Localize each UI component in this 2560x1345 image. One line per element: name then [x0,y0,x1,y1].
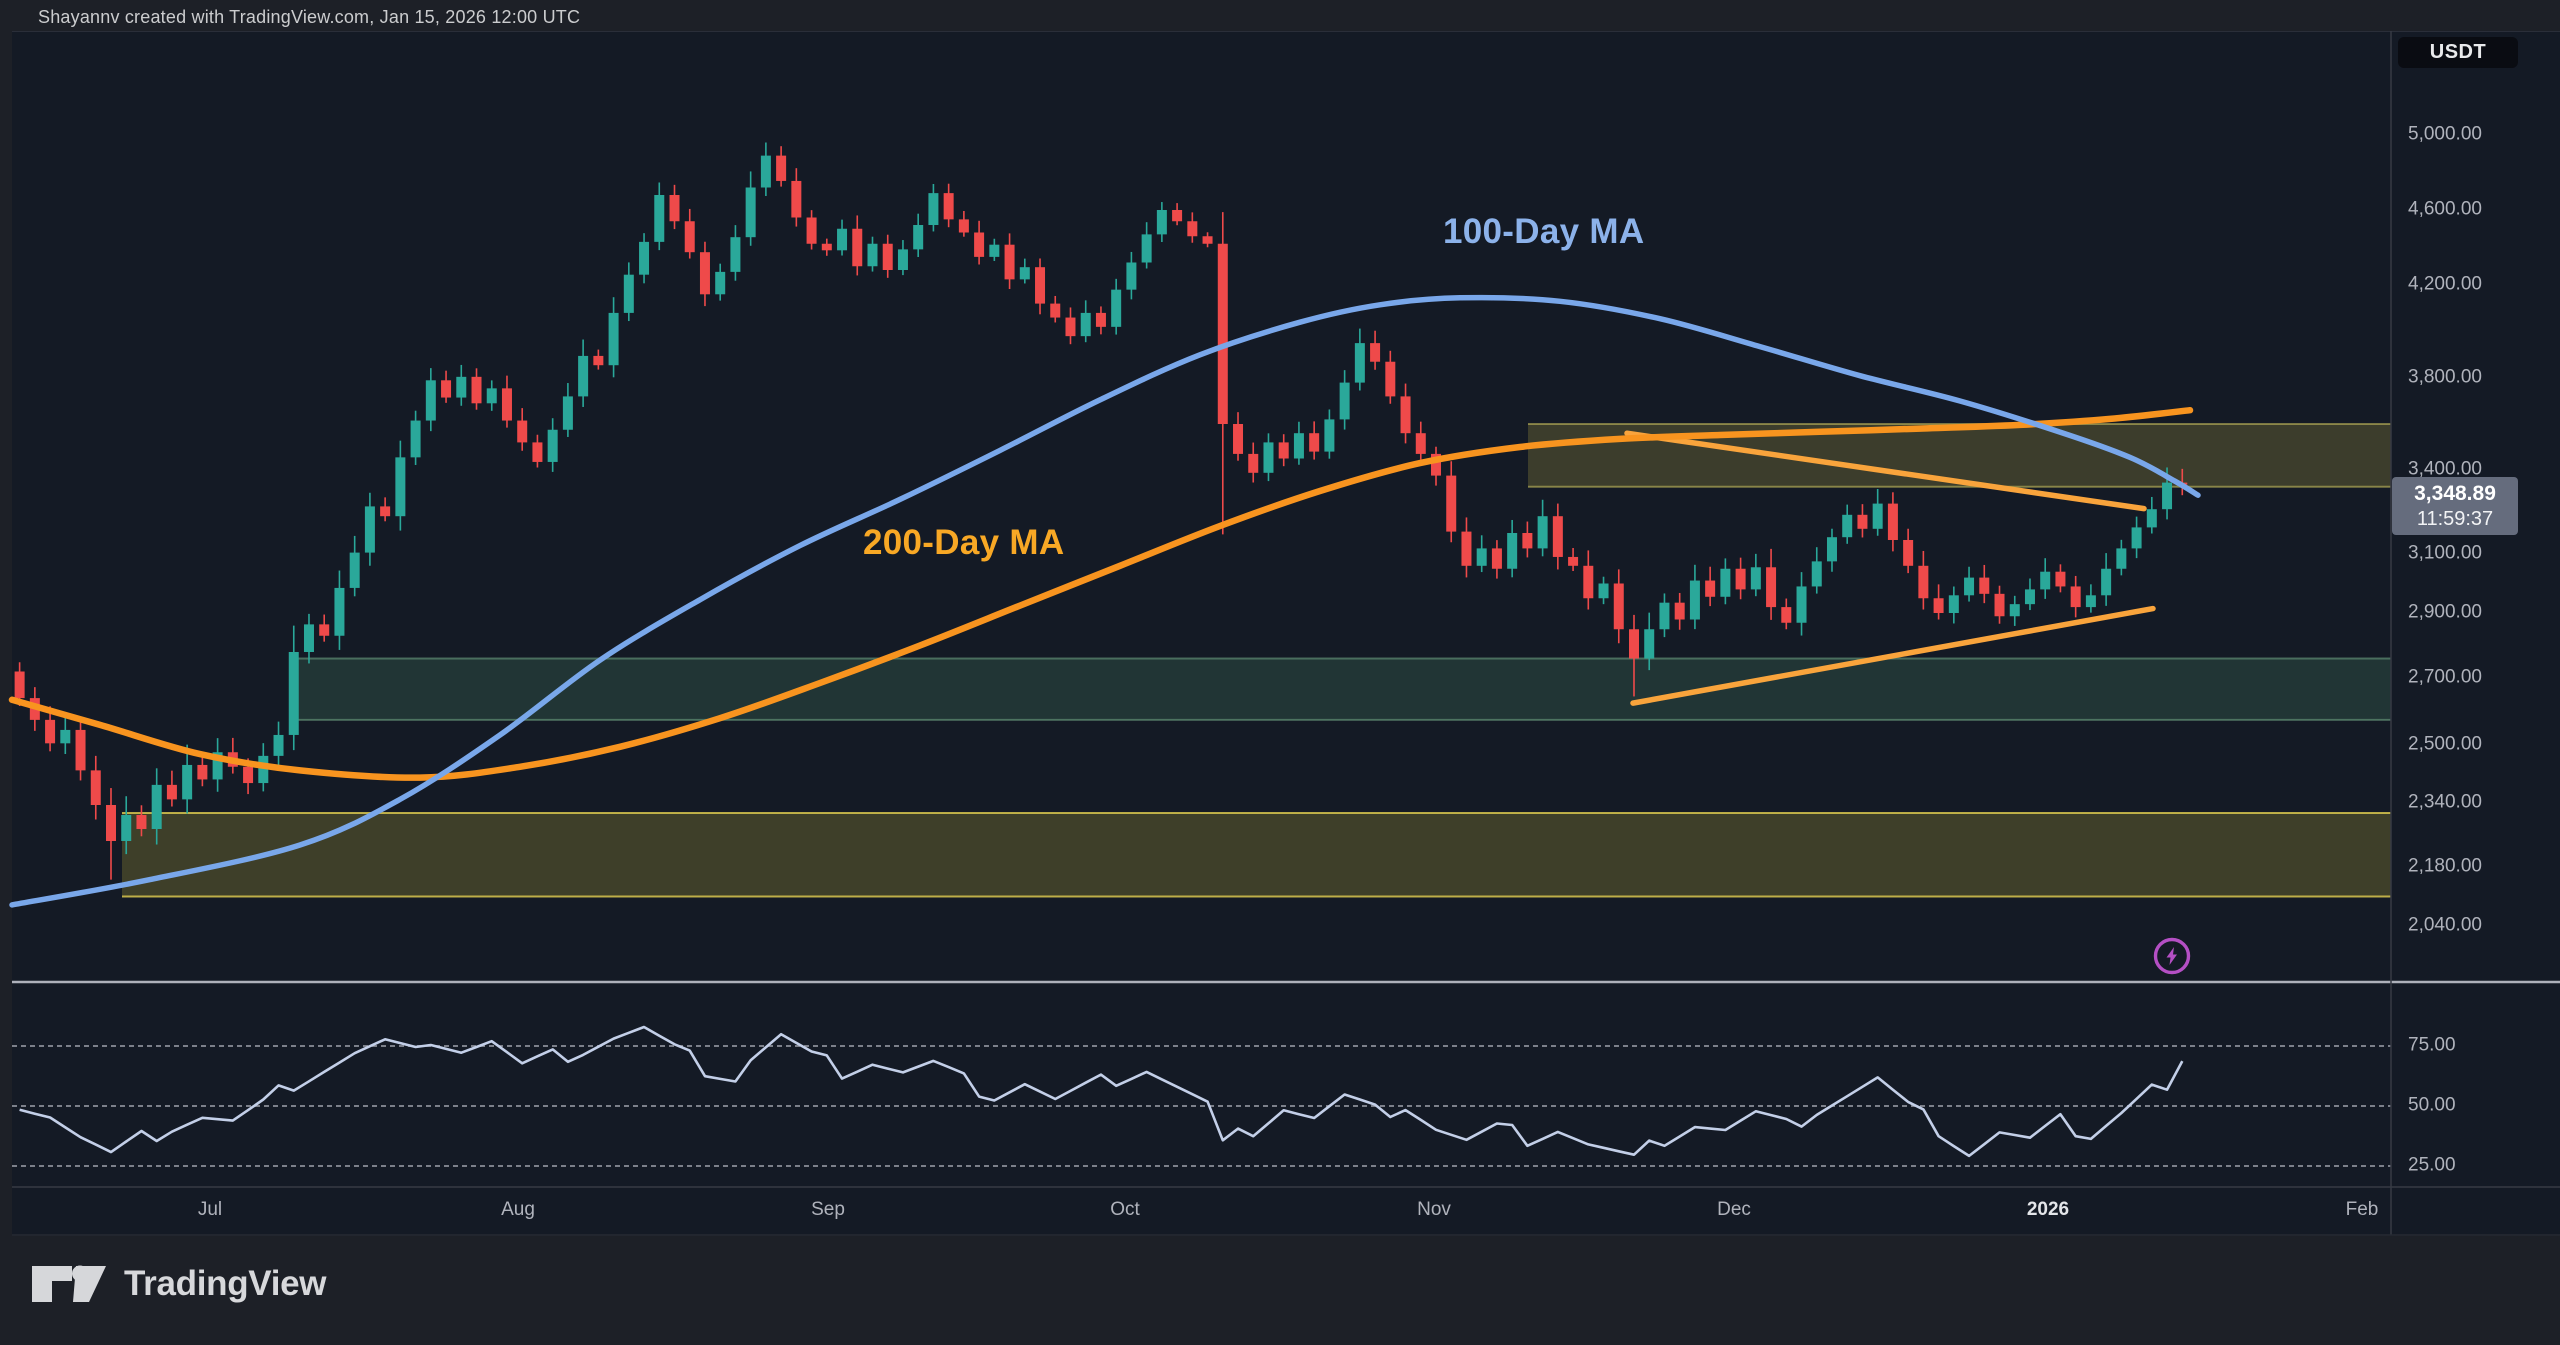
moving-averages-and-trendlines [8,294,2201,908]
bar-countdown: 11:59:37 [2416,507,2494,530]
last-price-label: 3,348.89 11:59:37 [2392,477,2518,535]
rsi-line[interactable] [19,1025,2184,1158]
tradingview-logo[interactable]: TradingView [30,1262,327,1306]
time-tick-label: Nov [1417,1199,1451,1220]
time-tick-label: 2026 [2026,1199,2070,1220]
time-tick-label: Sep [811,1199,845,1220]
descending-resistance[interactable] [1624,430,2147,512]
last-price-value: 3,348.89 [2414,482,2496,505]
ma200-line[interactable] [8,406,2194,781]
price-tick-label: 2,040.00 [2408,914,2482,936]
ma100-line[interactable] [9,294,2201,908]
tradingview-logo-icon [32,1265,106,1302]
boost-button[interactable] [2150,934,2194,978]
price-tick-label: 3,400.00 [2408,458,2482,480]
price-tick-label: 2,500.00 [2408,733,2482,755]
chart-widget-background [12,31,2560,1236]
price-tick-label: 2,900.00 [2408,601,2482,623]
price-tick-label: 2,180.00 [2408,855,2482,877]
attribution-text: Shayannv created with TradingView.com, J… [38,7,581,27]
rsi-tick-label: 50.00 [2408,1094,2456,1116]
price-tick-label: 3,100.00 [2408,542,2482,564]
time-tick-label: Aug [501,1199,535,1220]
ma200-annotation-label: 200-Day MA [863,523,1065,562]
price-tick-label: 2,700.00 [2408,666,2482,688]
price-tick-label: 4,200.00 [2408,273,2482,295]
candlestick-series [14,142,2188,880]
rsi-tick-label: 25.00 [2408,1154,2456,1176]
price-tick-label: 3,800.00 [2408,366,2482,388]
rsi-tick-label: 75.00 [2408,1034,2456,1056]
support-zone-low[interactable] [122,813,2391,897]
price-tick-label: 5,000.00 [2408,123,2482,145]
price-scale-currency-badge[interactable]: USDT [2398,37,2518,68]
chart-frame-lines [12,31,2560,1236]
time-tick-label: Feb [2345,1199,2379,1220]
ascending-support[interactable] [1630,605,2156,706]
ma100-annotation-label: 100-Day MA [1443,212,1645,251]
support-zone-mid[interactable] [296,658,2391,720]
time-tick-label: Oct [1110,1199,1140,1220]
resistance-zone[interactable] [1528,424,2391,487]
time-tick-label: Jul [197,1199,223,1220]
price-tick-label: 2,340.00 [2408,791,2482,813]
lightning-icon [2153,937,2191,975]
tradingview-logo-text: TradingView [124,1264,327,1303]
price-tick-label: 4,600.00 [2408,198,2482,220]
time-tick-label: Dec [1717,1199,1751,1220]
rsi-pane-series [12,1025,2391,1167]
